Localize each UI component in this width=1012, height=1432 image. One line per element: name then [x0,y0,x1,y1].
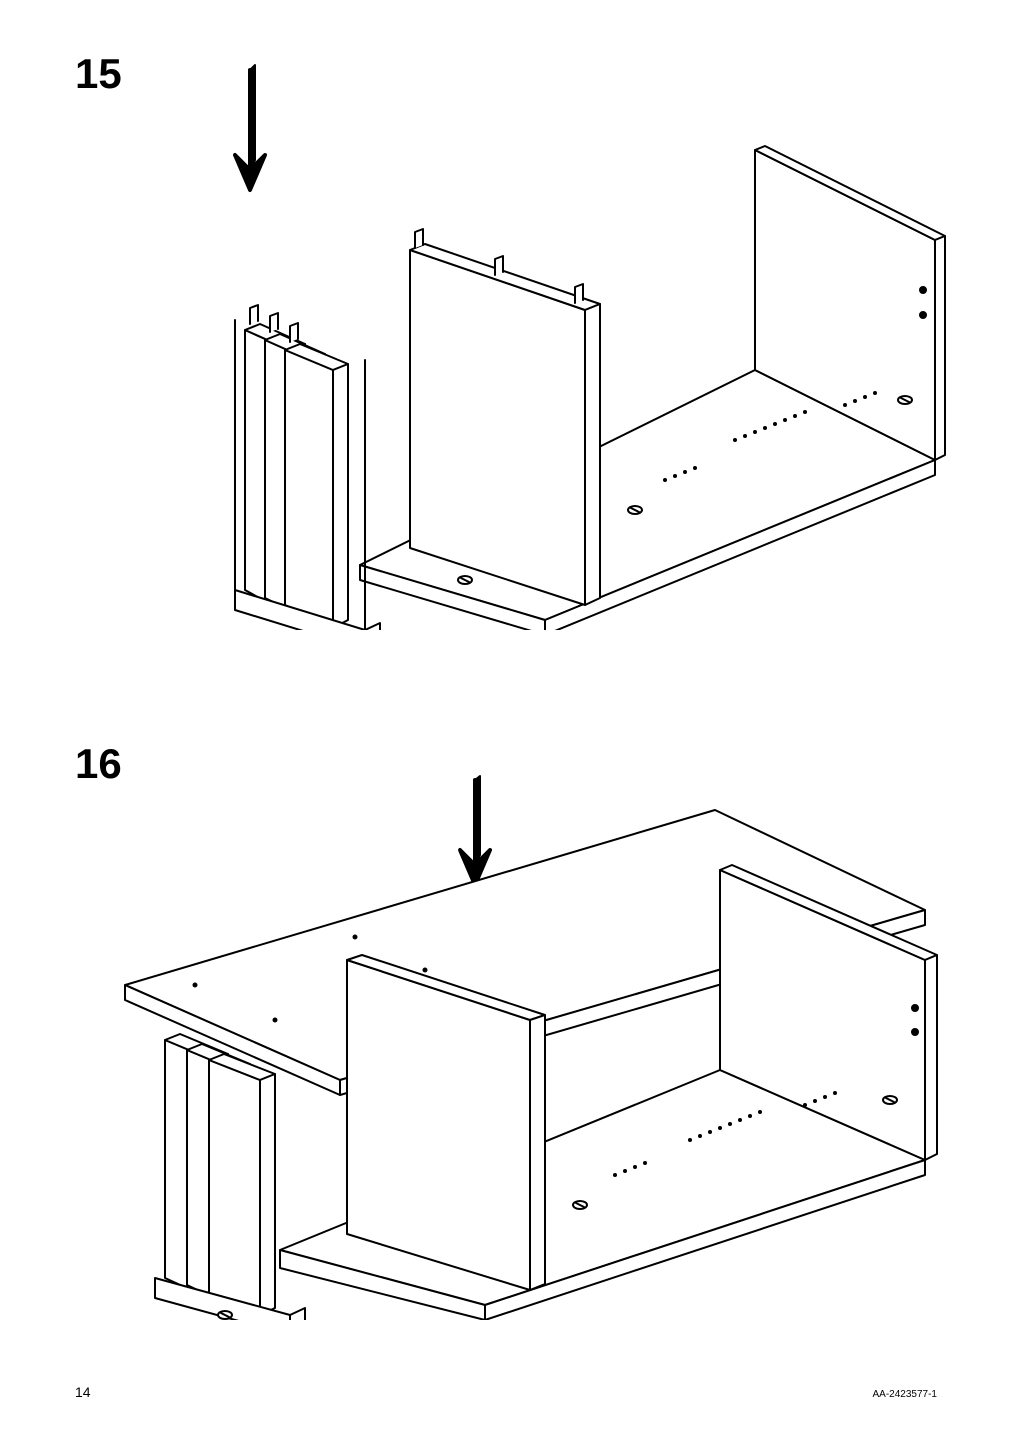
step-number-15: 15 [75,50,122,98]
down-arrow-icon [235,65,265,190]
diagram-step-16 [75,760,950,1320]
down-arrow-icon [460,776,490,885]
manual-page: 15 [0,0,1012,1432]
page-number: 14 [75,1384,91,1400]
document-id: AA-2423577-1 [873,1389,938,1400]
diagram-step-15 [165,60,955,630]
